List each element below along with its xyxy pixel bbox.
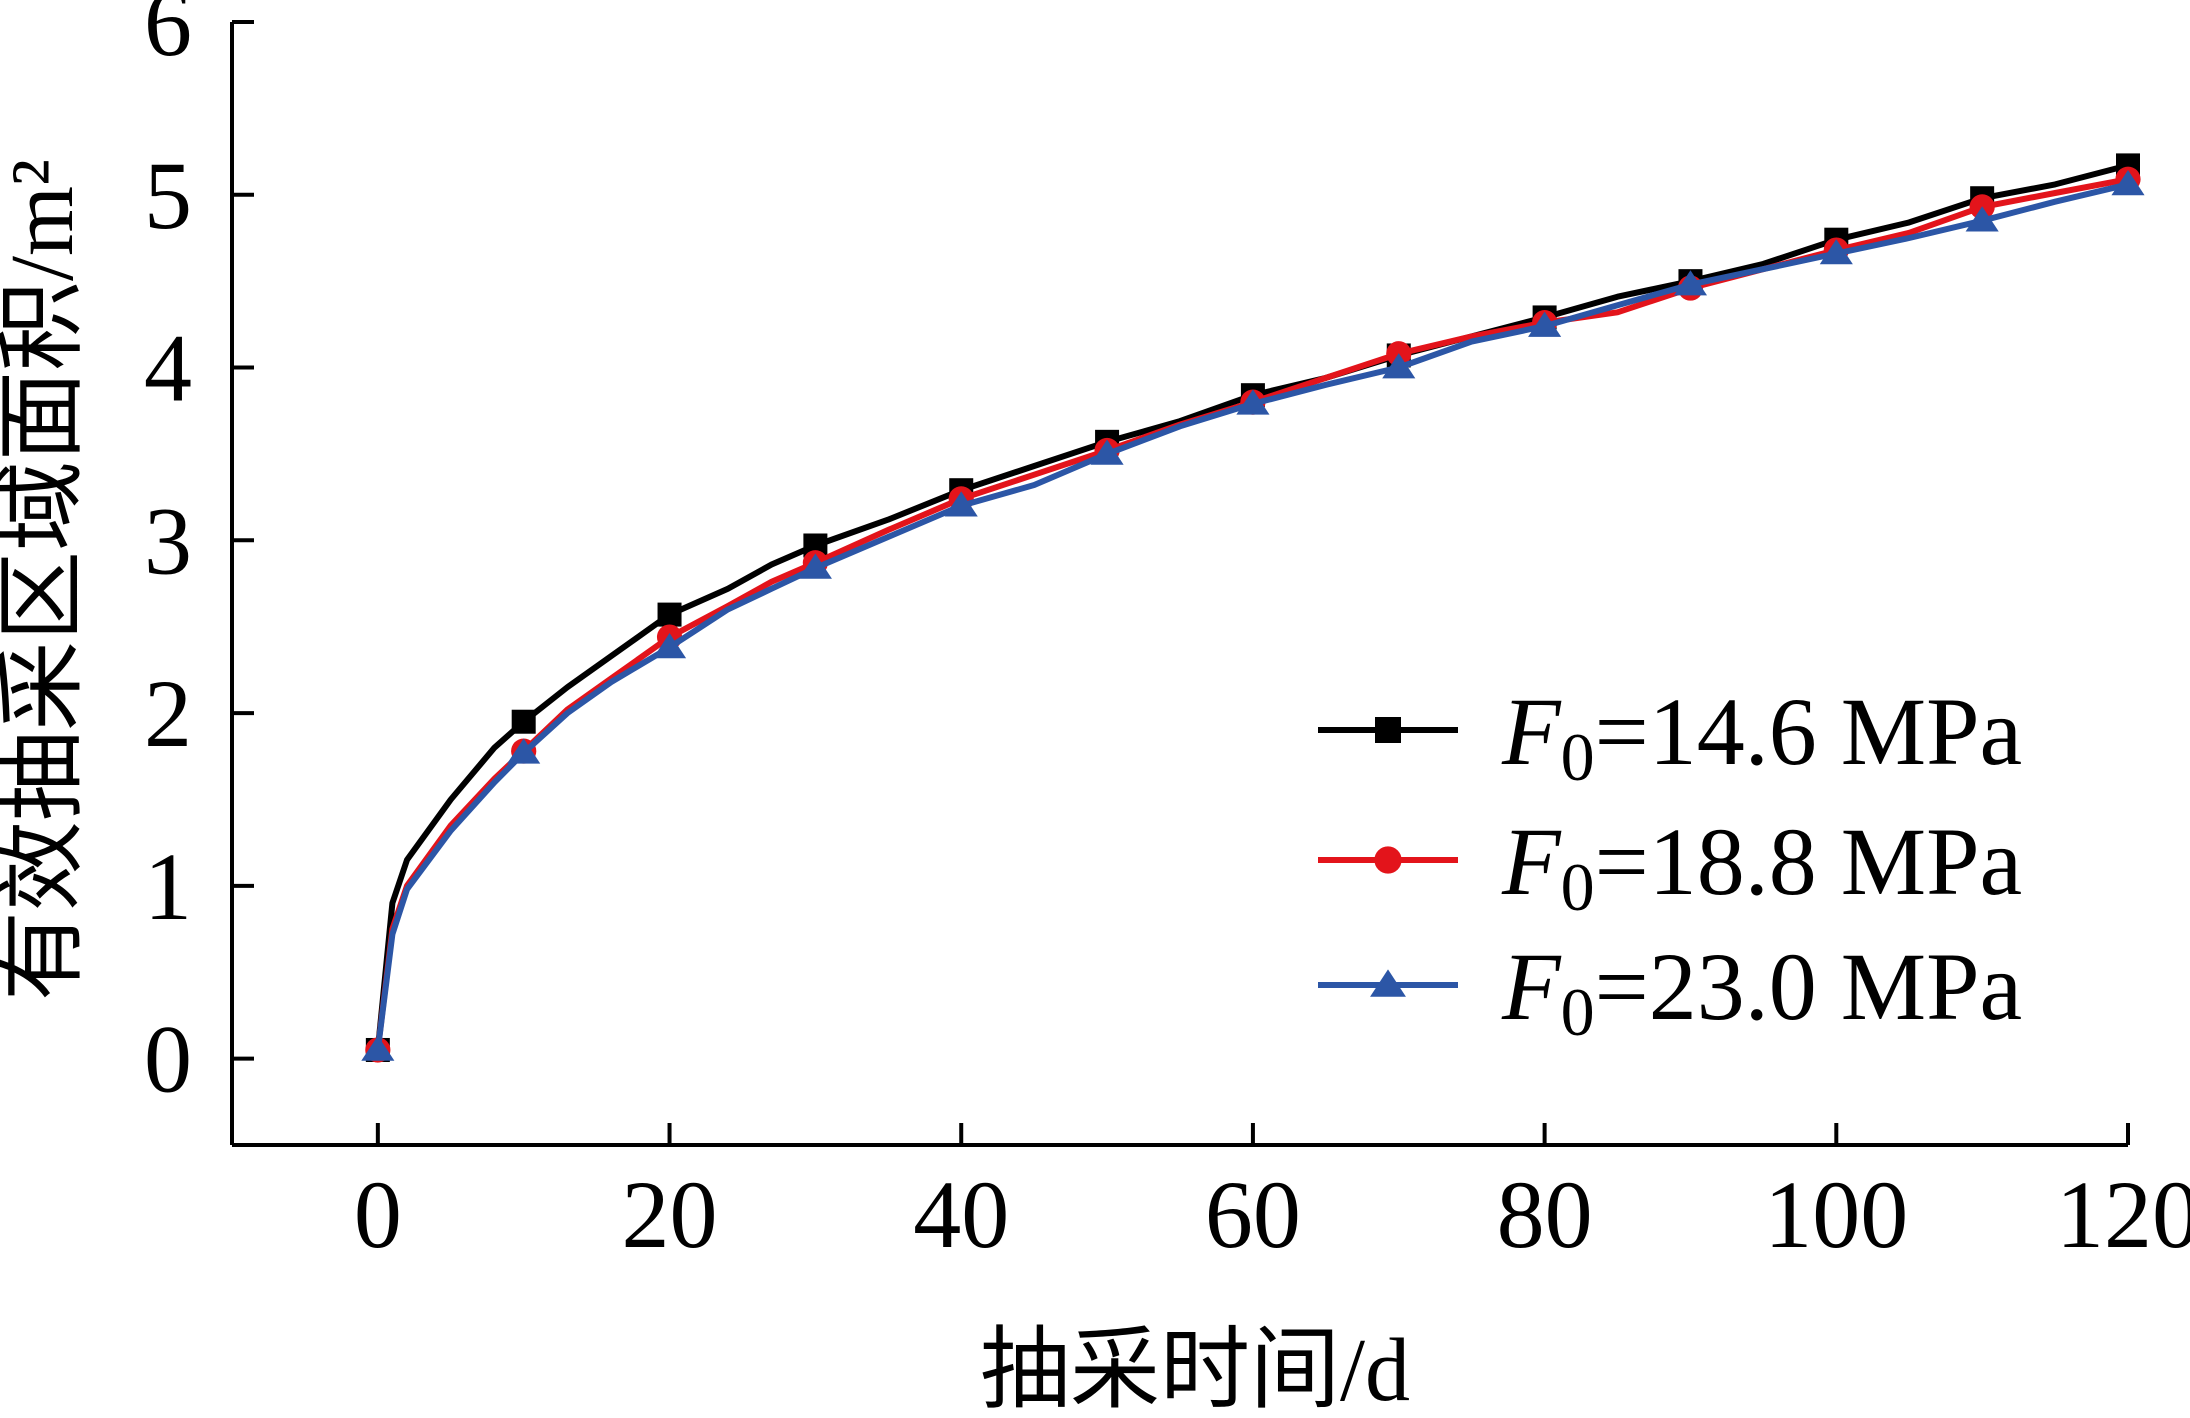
- y-tick-label: 0: [144, 1006, 192, 1113]
- data-point-triangle: [1382, 353, 1416, 379]
- x-axis-title: 抽采时间/d: [980, 1321, 1410, 1418]
- series-line: [374, 176, 2129, 1051]
- legend-item: F0=23.0 MPa: [1318, 933, 2022, 1050]
- y-tick-label: 3: [144, 487, 192, 594]
- data-point-triangle: [507, 738, 541, 764]
- data-point-triangle: [1236, 389, 1270, 415]
- series-circle: [365, 166, 2141, 1063]
- legend-label: F0=23.0 MPa: [1501, 933, 2022, 1050]
- data-point-triangle: [1370, 969, 1406, 997]
- data-point-triangle: [1528, 311, 1562, 337]
- y-ticks: 0 1 2 3 4 5 6: [144, 0, 254, 1113]
- data-point-square: [1375, 717, 1401, 743]
- y-tick-label: 6: [144, 0, 192, 76]
- y-tick-label: 2: [144, 660, 192, 767]
- x-tick-label: 100: [1764, 1161, 1908, 1268]
- x-tick-label: 60: [1205, 1161, 1301, 1268]
- x-ticks: 0 20 40 60 80 100 120: [354, 1123, 2190, 1268]
- y-tick-label: 4: [144, 315, 192, 422]
- series-line: [374, 162, 2129, 1051]
- y-axis-title: 有效抽采区域面积/m²: [0, 159, 92, 1001]
- x-tick-label: 80: [1497, 1161, 1593, 1268]
- data-point-triangle: [1673, 270, 1708, 296]
- x-tick-label: 120: [2056, 1161, 2190, 1268]
- axes: [230, 22, 2128, 1147]
- data-point-triangle: [944, 491, 978, 517]
- y-tick-label: 1: [144, 833, 192, 940]
- data-point-triangle: [1965, 206, 1999, 232]
- data-point-square: [657, 602, 682, 627]
- data-point-triangle: [2111, 170, 2145, 196]
- legend-label: F0=14.6 MPa: [1501, 678, 2022, 795]
- data-point-triangle: [798, 553, 832, 579]
- series-layer: [361, 153, 2145, 1063]
- legend-item: F0=14.6 MPa: [1318, 678, 2022, 795]
- series-line: [374, 181, 2129, 1051]
- legend-item: F0=18.8 MPa: [1318, 808, 2022, 925]
- data-point-circle: [1374, 846, 1402, 874]
- legend-label: F0=18.8 MPa: [1501, 808, 2022, 925]
- x-tick-label: 40: [913, 1161, 1009, 1268]
- data-point-triangle: [1819, 239, 1853, 265]
- y-tick-label: 5: [144, 142, 192, 249]
- data-point-square: [511, 709, 536, 734]
- data-point-triangle: [1090, 439, 1124, 465]
- x-tick-label: 20: [622, 1161, 718, 1268]
- x-tick-label: 0: [354, 1161, 402, 1268]
- series-square: [365, 153, 2140, 1062]
- data-point-triangle: [652, 633, 687, 659]
- series-triangle: [361, 170, 2145, 1061]
- data-point-triangle: [361, 1035, 395, 1061]
